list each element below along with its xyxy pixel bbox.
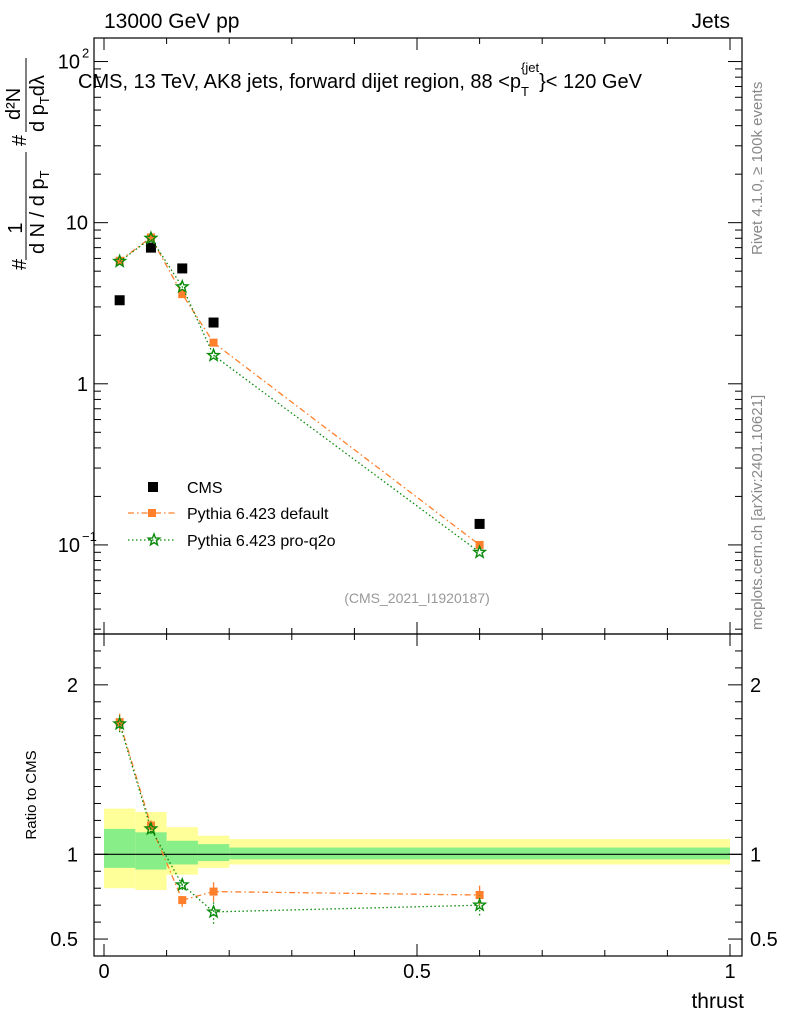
cms-data-point: [177, 263, 188, 274]
ylabel-hash2: #: [9, 134, 31, 146]
ylabel-one: 1: [5, 222, 27, 233]
ratio-point: [178, 896, 187, 905]
ratio-y-tick-label: 1: [67, 844, 78, 866]
y-tick-label: 1: [77, 374, 88, 396]
ratio-y-tick-label-right: 2: [750, 675, 761, 697]
analysis-id: (CMS_2021_I1920187): [344, 590, 490, 606]
x-tick-label: 0.5: [403, 961, 431, 983]
ratio-line-0: [119, 721, 480, 901]
x-tick-label: 0: [98, 961, 109, 983]
y-tick-exponent: 2: [82, 46, 89, 61]
ratio-band-green: [229, 847, 730, 860]
ratio-point: [174, 876, 190, 892]
rivet-label: Rivet 4.1.0, ≥ 100k events: [749, 82, 766, 255]
ratio-band-green: [166, 840, 198, 865]
mc-point-proq2o: [174, 278, 190, 294]
ratio-y-tick-label-right: 0.5: [750, 929, 778, 951]
ratio-line-1: [119, 723, 480, 913]
ratio-point: [112, 715, 128, 731]
ratio-y-tick-label: 0.5: [50, 929, 78, 951]
ratio-point: [209, 887, 218, 896]
category-label: Jets: [691, 10, 730, 33]
legend-label-cms: CMS: [187, 480, 223, 497]
cms-data-point: [208, 317, 219, 328]
main-y-label: # 1 d N / d pT # d²N d pTdλ: [3, 58, 52, 270]
mc-point-default: [209, 338, 218, 347]
main-title-text: CMS, 13 TeV, AK8 jets, forward dijet reg…: [78, 71, 521, 93]
legend-label-proq2o: Pythia 6.423 pro-q2o: [187, 533, 336, 550]
x-tick-label: 1: [724, 961, 735, 983]
main-title-sup: {jet: [521, 60, 539, 75]
y-tick-exponent: −1: [82, 529, 97, 544]
ratio-point: [471, 897, 488, 912]
ratio-band-green: [104, 828, 136, 868]
mc-point-proq2o: [112, 253, 128, 268]
cms-data-point: [145, 242, 156, 253]
ylabel-den2: d pTdλ: [27, 75, 52, 132]
y-tick-label: 10: [58, 535, 80, 557]
x-axis-label: thrust: [691, 990, 744, 1013]
energy-label: 13000 GeV pp: [104, 10, 239, 33]
mc-point-proq2o: [471, 544, 488, 559]
cms-data-point: [114, 295, 125, 306]
ylabel-denom: d N / d pT: [27, 170, 52, 254]
ratio-y-tick-label: 2: [67, 675, 78, 697]
legend: CMS Pythia 6.423 default Pythia 6.423 pr…: [128, 480, 336, 550]
main-title: CMS, 13 TeV, AK8 jets, forward dijet reg…: [78, 60, 643, 99]
main-title-sub: T: [521, 84, 529, 99]
ratio-band-green: [197, 844, 230, 862]
mc-point-default: [146, 233, 155, 242]
ratio-plot-frame: [93, 633, 743, 957]
ylabel-hash1: #: [9, 258, 31, 270]
ratio-frame-rect: [93, 633, 743, 957]
mcplots-label: mcplots.cern.ch [arXiv:2401.10621]: [749, 395, 766, 630]
legend-star-shape: [146, 532, 162, 547]
ratio-point: [143, 820, 159, 836]
ylabel-num: d²N: [3, 88, 25, 120]
ratio-y-label: Ratio to CMS: [23, 750, 40, 839]
main-title-tail: }< 120 GeV: [539, 71, 643, 93]
mc-point-proq2o: [205, 347, 222, 362]
mc-point-proq2o: [143, 230, 159, 245]
series-line-2: [119, 237, 480, 553]
ratio-y-tick-label-right: 1: [750, 844, 761, 866]
mc-point-default: [178, 290, 187, 299]
legend-marker-default: [148, 509, 156, 517]
cms-data-point: [474, 518, 485, 529]
ratio-point: [205, 903, 222, 919]
legend-marker-proq2o: [146, 532, 162, 547]
y-tick-label: 10: [66, 213, 88, 235]
legend-marker-cms: [148, 482, 158, 492]
ratio-point: [115, 718, 124, 727]
legend-label-default: Pythia 6.423 default: [187, 506, 329, 523]
y-tick-label: 10: [58, 52, 80, 74]
series-line-1: [119, 236, 480, 546]
